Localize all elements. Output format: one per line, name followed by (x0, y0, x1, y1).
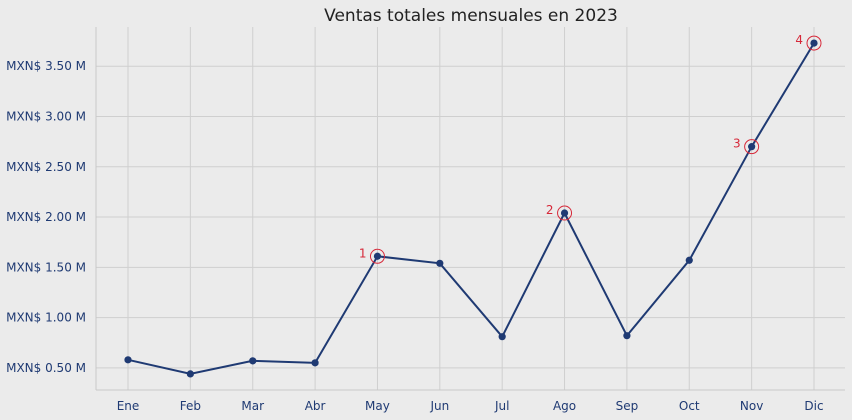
tick-labels: MXN$ 0.50 M MXN$ 1.00 M MXN$ 1.50 M MXN$ 2.… (6, 59, 823, 413)
series-line (127, 42, 815, 375)
highlight-ring (806, 35, 822, 51)
highlight-label: 3 (733, 137, 741, 151)
data-point (436, 259, 444, 267)
data-points (124, 39, 818, 378)
y-tick-label: MXN$ 2.50 M (6, 160, 86, 174)
axes (95, 27, 845, 391)
highlight-label: 2 (546, 203, 554, 217)
y-tick-label: MXN$ 1.50 M (6, 260, 86, 274)
data-point (498, 333, 506, 341)
annotations: 1 2 3 4 (359, 33, 822, 264)
x-tick-label: Abr (305, 399, 326, 413)
highlight-label: 1 (359, 246, 367, 260)
x-tick-label: Ene (117, 399, 140, 413)
y-tick-label: MXN$ 3.00 M (6, 109, 86, 123)
data-point (186, 370, 194, 378)
x-tick-label: Ago (553, 399, 576, 413)
x-tick-label: Feb (180, 399, 201, 413)
y-tick-label: MXN$ 1.00 M (6, 311, 86, 325)
x-tick-label: Mar (241, 399, 264, 413)
highlight-label: 4 (795, 33, 803, 47)
x-tick-label: Dic (804, 399, 823, 413)
highlight-ring (557, 205, 573, 221)
data-point (560, 209, 569, 217)
y-tick-label: MXN$ 0.50 M (6, 361, 86, 375)
data-point (311, 359, 319, 367)
x-tick-label: Nov (740, 399, 763, 413)
y-tick-label: MXN$ 2.00 M (6, 210, 86, 224)
data-point (373, 252, 382, 260)
highlight-ring (369, 248, 385, 264)
x-tick-label: Oct (679, 399, 700, 413)
data-point (748, 143, 756, 151)
data-point (810, 39, 818, 47)
data-point (623, 332, 631, 340)
y-tick-label: MXN$ 3.50 M (6, 59, 86, 73)
series-line-path (127, 42, 815, 375)
x-tick-label: Sep (616, 399, 639, 413)
x-tick-label: Jun (429, 399, 449, 413)
chart-title: Ventas totales mensuales en 2023 (324, 6, 618, 26)
data-point (685, 256, 693, 264)
data-point (249, 357, 257, 365)
grid (96, 27, 845, 390)
x-tick-label: Jul (494, 399, 509, 413)
x-tick-label: May (365, 399, 390, 413)
data-point (124, 356, 132, 364)
highlight-ring (744, 139, 760, 155)
